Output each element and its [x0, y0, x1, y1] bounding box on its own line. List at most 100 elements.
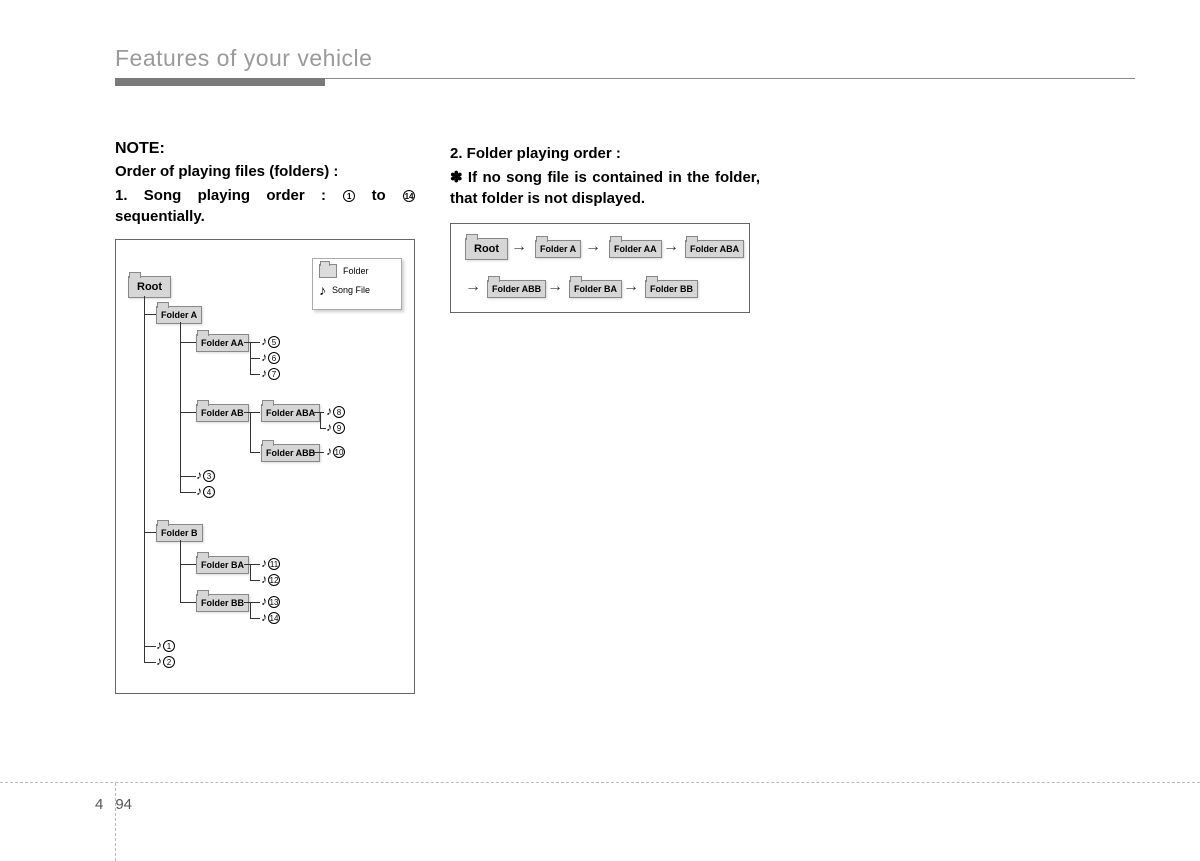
folder-abb: Folder ABB: [261, 444, 320, 462]
song-1: ♪1: [156, 638, 175, 652]
flow-folder-ba: Folder BA: [569, 280, 622, 298]
song-9: ♪9: [326, 420, 345, 434]
song-4: ♪4: [196, 484, 215, 498]
song-order-tail: sequentially.: [115, 208, 205, 225]
song-13: ♪13: [261, 594, 280, 608]
order-title: Order of playing files (folders) :: [115, 162, 415, 182]
tree-diagram: Folder ♪ Song File Root Folder A Folder …: [115, 239, 415, 694]
flow-folder-bb: Folder BB: [645, 280, 698, 298]
note-heading: NOTE:: [115, 140, 415, 158]
song-8: ♪8: [326, 404, 345, 418]
song-5: ♪5: [261, 334, 280, 348]
footer-divider-v: [115, 783, 116, 861]
tree-line: [144, 296, 145, 662]
music-note-icon: ♪: [261, 556, 267, 570]
music-note-icon: ♪: [261, 594, 267, 608]
page-header: Features of your vehicle: [115, 45, 1135, 86]
flow-folder-a: Folder A: [535, 240, 581, 258]
song-12: ♪12: [261, 572, 280, 586]
tree-line: [180, 602, 196, 603]
tree-line: [180, 492, 196, 493]
tree-line: [180, 476, 196, 477]
tree-line: [144, 662, 156, 663]
tree-line: [250, 602, 251, 618]
music-note-icon: ♪: [261, 334, 267, 348]
song-6: ♪6: [261, 350, 280, 364]
arrow-icon: →: [585, 238, 601, 256]
folder-order-title: 2. Folder playing order :: [450, 144, 760, 164]
music-note-icon: ♪: [326, 444, 332, 458]
music-note-icon: ♪: [261, 350, 267, 364]
folder-aa: Folder AA: [196, 334, 249, 352]
song-order-line: 1. Song playing order : 1 to 14 sequenti…: [115, 186, 415, 227]
circled-number-14: 14: [403, 190, 415, 202]
footer-divider-h: [0, 782, 1200, 783]
legend-folder-label: Folder: [343, 266, 369, 276]
tree-line: [144, 532, 156, 533]
tree-line: [244, 412, 260, 413]
column-right: 2. Folder playing order : ✽ If no song f…: [450, 140, 760, 313]
flow-folder-aa: Folder AA: [609, 240, 662, 258]
music-note-icon: ♪: [156, 654, 162, 668]
page-chapter: 4: [95, 796, 109, 813]
tree-line: [250, 580, 260, 581]
music-note-icon: ♪: [196, 484, 202, 498]
arrow-icon: →: [547, 278, 563, 296]
flow-folder-abb: Folder ABB: [487, 280, 546, 298]
flow-diagram: Root → Folder A → Folder AA → Folder ABA…: [450, 223, 750, 313]
song-7: ♪7: [261, 366, 280, 380]
tree-line: [250, 358, 260, 359]
song-2: ♪2: [156, 654, 175, 668]
tree-line: [144, 314, 156, 315]
music-note-icon: ♪: [261, 610, 267, 624]
tree-line: [180, 342, 196, 343]
tree-line: [250, 452, 260, 453]
underline-light: [325, 78, 1135, 79]
arrow-icon: →: [465, 278, 481, 296]
flow-root: Root: [465, 238, 508, 260]
tree-line: [314, 452, 324, 453]
tree-line: [244, 342, 260, 343]
tree-line: [180, 322, 181, 492]
asterisk-note: ✽ If no song file is contained in the fo…: [450, 168, 760, 209]
arrow-icon: →: [623, 278, 639, 296]
underline-dark: [115, 78, 325, 86]
folder-icon: [319, 264, 337, 278]
tree-line: [250, 412, 251, 452]
folder-ba: Folder BA: [196, 556, 249, 574]
arrow-icon: →: [663, 238, 679, 256]
circled-number-1: 1: [343, 190, 355, 202]
legend-row-folder: Folder: [319, 264, 395, 278]
tree-line: [250, 564, 251, 580]
song-10: ♪10: [326, 444, 345, 458]
header-underline: [115, 78, 1135, 86]
tree-line: [244, 564, 260, 565]
arrow-icon: →: [511, 238, 527, 256]
legend: Folder ♪ Song File: [312, 258, 402, 310]
page-number: 94: [109, 796, 132, 813]
tree-line: [144, 646, 156, 647]
tree-line: [180, 564, 196, 565]
tree-line: [320, 412, 321, 428]
tree-line: [250, 618, 260, 619]
folder-bb: Folder BB: [196, 594, 249, 612]
tree-line: [314, 412, 324, 413]
folder-aba: Folder ABA: [261, 404, 320, 422]
folder-root: Root: [128, 276, 171, 298]
music-note-icon: ♪: [261, 572, 267, 586]
tree-line: [180, 412, 196, 413]
music-note-icon: ♪: [156, 638, 162, 652]
song-order-to: to: [372, 187, 402, 204]
music-note-icon: ♪: [326, 404, 332, 418]
tree-line: [320, 428, 326, 429]
section-title: Features of your vehicle: [115, 45, 1135, 72]
legend-row-song: ♪ Song File: [319, 282, 395, 298]
song-11: ♪11: [261, 556, 280, 570]
song-14: ♪14: [261, 610, 280, 624]
legend-song-label: Song File: [332, 285, 370, 295]
column-left: NOTE: Order of playing files (folders) :…: [115, 140, 415, 694]
music-note-icon: ♪: [319, 282, 326, 298]
song-3: ♪3: [196, 468, 215, 482]
flow-folder-aba: Folder ABA: [685, 240, 744, 258]
page-footer: 494: [95, 796, 132, 813]
